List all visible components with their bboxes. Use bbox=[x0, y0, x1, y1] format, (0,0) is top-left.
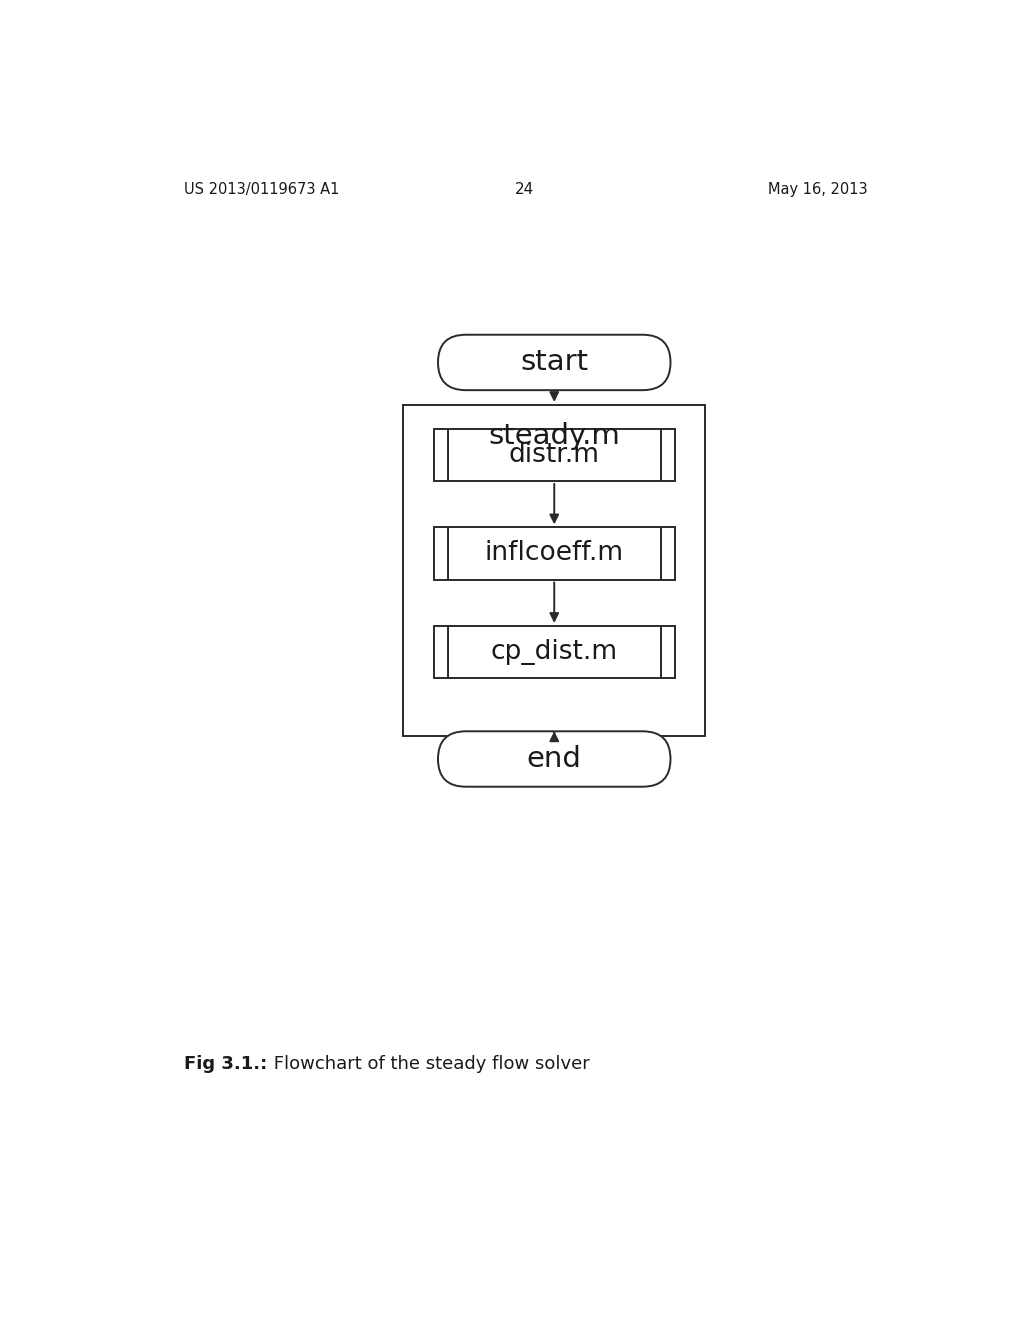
Bar bbox=[447, 429, 660, 480]
Bar bbox=[403, 405, 706, 737]
Text: May 16, 2013: May 16, 2013 bbox=[768, 182, 868, 197]
Bar bbox=[660, 429, 675, 480]
Bar bbox=[434, 527, 447, 579]
Text: end: end bbox=[526, 744, 582, 774]
Text: US 2013/0119673 A1: US 2013/0119673 A1 bbox=[183, 182, 339, 197]
Text: distr.m: distr.m bbox=[509, 442, 600, 467]
Text: 24: 24 bbox=[515, 182, 535, 197]
Bar bbox=[447, 626, 660, 678]
Bar bbox=[447, 527, 660, 579]
Bar bbox=[660, 626, 675, 678]
FancyBboxPatch shape bbox=[438, 731, 671, 787]
Bar bbox=[434, 429, 447, 480]
Text: start: start bbox=[520, 348, 589, 376]
Bar bbox=[660, 527, 675, 579]
Text: cp_dist.m: cp_dist.m bbox=[490, 639, 617, 665]
Bar bbox=[434, 626, 447, 678]
Text: Flowchart of the steady flow solver: Flowchart of the steady flow solver bbox=[267, 1056, 589, 1073]
Text: inflcoeff.m: inflcoeff.m bbox=[484, 540, 624, 566]
Text: Fig 3.1.:: Fig 3.1.: bbox=[183, 1056, 267, 1073]
FancyBboxPatch shape bbox=[438, 335, 671, 391]
Text: steady.m: steady.m bbox=[488, 422, 621, 450]
